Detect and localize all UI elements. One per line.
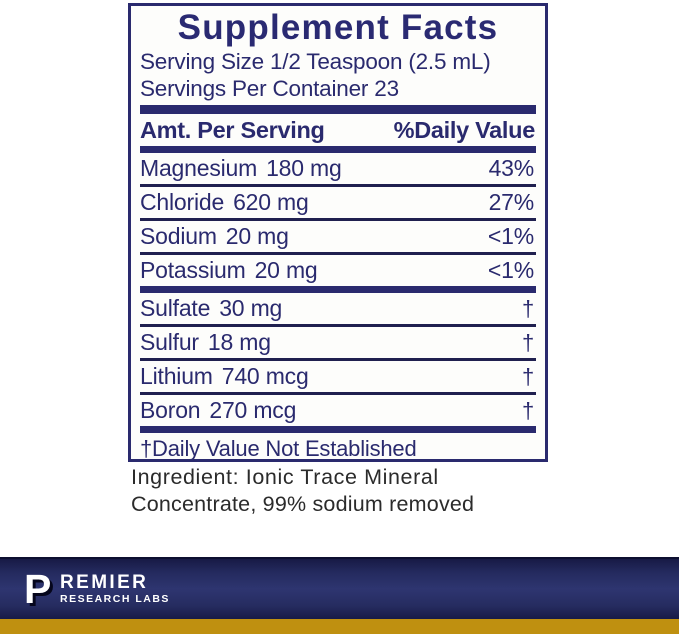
nutrient-name-amount: Sodium 20 mg: [140, 223, 289, 249]
daily-value: 27%: [488, 189, 535, 215]
footnote-text: †Daily Value Not Established: [140, 436, 417, 461]
servings-per-container-text: Servings Per Container 23: [140, 76, 399, 101]
row-divider: [140, 358, 536, 361]
table-row: Magnesium 180 mg 43%: [140, 153, 536, 184]
row-divider: [140, 184, 536, 187]
brand-logo: P P REMIER RESEARCH LABS: [24, 566, 170, 615]
serving-size-text: Serving Size 1/2 Teaspoon (2.5 mL): [140, 49, 491, 74]
table-row: Potassium 20 mg <1%: [140, 255, 536, 286]
daily-value: †: [521, 296, 534, 321]
table-row: Sodium 20 mg <1%: [140, 221, 536, 252]
nutrient-name-amount: Boron 270 mcg: [140, 397, 297, 423]
row-divider: [140, 252, 536, 255]
row-divider: [140, 392, 536, 395]
nutrient-name-amount: Sulfate 30 mg: [140, 295, 283, 321]
logo-p-icon: P P: [24, 566, 55, 615]
divider-bar-under-headers: [140, 146, 536, 153]
nutrient-name-amount: Magnesium 180 mg: [140, 155, 342, 181]
nutrient-name-amount: Lithium 740 mcg: [140, 363, 309, 389]
brand-footer-band: P P REMIER RESEARCH LABS: [0, 557, 679, 619]
brand-logo-text: REMIER RESEARCH LABS: [60, 570, 170, 606]
daily-value: †: [521, 398, 534, 423]
brand-subtitle: RESEARCH LABS: [60, 593, 170, 605]
divider-bar-bottom: [140, 426, 536, 433]
ingredient-statement: Ingredient: Ionic Trace Mineral Concentr…: [131, 464, 551, 518]
daily-value: 43%: [488, 155, 535, 181]
table-row: Sulfur 18 mg †: [140, 327, 536, 358]
ingredient-line-2: Concentrate, 99% sodium removed: [131, 492, 475, 516]
divider-bar-mid: [140, 286, 536, 293]
nutrient-name-amount: Chloride 620 mg: [140, 189, 309, 215]
daily-value: <1%: [487, 223, 534, 249]
gold-accent-bar: [0, 619, 679, 634]
row-divider: [140, 324, 536, 327]
column-header-row: Amt. Per Serving %Daily Value: [140, 114, 536, 146]
table-row: Sulfate 30 mg †: [140, 293, 536, 324]
table-row: Chloride 620 mg 27%: [140, 187, 536, 218]
table-row: Boron 270 mcg †: [140, 395, 536, 426]
ingredient-line-1: Ingredient: Ionic Trace Mineral: [131, 465, 439, 489]
nutrient-name-amount: Potassium 20 mg: [140, 257, 318, 283]
nutrient-name-amount: Sulfur 18 mg: [140, 329, 271, 355]
supplement-facts-panel: Supplement Facts Serving Size 1/2 Teaspo…: [128, 3, 548, 462]
page-title: Supplement Facts: [177, 8, 499, 47]
daily-value: †: [521, 330, 534, 355]
column-header-daily-value: %Daily Value: [393, 117, 536, 143]
daily-value: <1%: [487, 257, 534, 283]
table-row: Lithium 740 mcg †: [140, 361, 536, 392]
row-divider: [140, 218, 536, 221]
daily-value: †: [521, 364, 534, 389]
divider-bar-top: [140, 105, 536, 114]
brand-name: REMIER: [60, 572, 149, 593]
column-header-amount: Amt. Per Serving: [140, 117, 325, 143]
